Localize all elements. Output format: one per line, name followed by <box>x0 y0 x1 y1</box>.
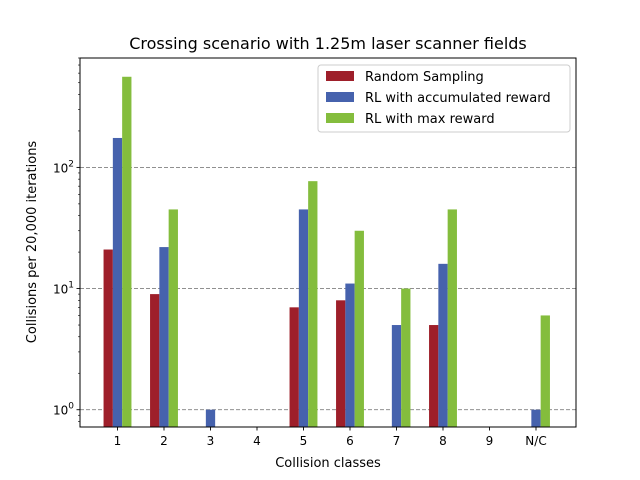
grid <box>80 166 576 411</box>
x-tick-label: 7 <box>393 434 401 448</box>
legend-swatch <box>326 92 354 102</box>
y-tick-label: 100 <box>53 402 74 418</box>
bar <box>345 283 355 427</box>
x-tick-label: 1 <box>114 434 122 448</box>
x-tick-label: 3 <box>207 434 215 448</box>
y-axis-ticks: 100 101 102 <box>53 57 80 422</box>
y-tick-label: 101 <box>53 281 74 297</box>
x-tick-label: 8 <box>439 434 447 448</box>
legend-frame <box>317 64 571 133</box>
bar <box>401 288 411 427</box>
legend: Random Sampling RL with accumulated rewar… <box>317 64 571 133</box>
bar <box>336 300 346 427</box>
x-tick-label: 2 <box>160 434 168 448</box>
legend-swatch <box>326 113 354 123</box>
y-axis-label: Collisions per 20,000 iterations <box>25 141 40 344</box>
bar <box>289 307 299 427</box>
bar <box>531 409 541 427</box>
legend-swatch <box>326 71 354 81</box>
bar <box>168 209 178 427</box>
bar <box>354 230 364 427</box>
plot-frame <box>79 57 577 428</box>
y-tick-label: 102 <box>53 159 74 175</box>
legend-label: RL with max reward <box>365 112 495 127</box>
legend-label: RL with accumulated reward <box>365 91 551 106</box>
bar <box>447 209 457 427</box>
x-tick-label: 6 <box>346 434 354 448</box>
bar <box>540 315 550 427</box>
x-tick-label: 9 <box>486 434 494 448</box>
x-axis-label: Collision classes <box>275 456 381 471</box>
bar <box>391 325 402 427</box>
bar <box>122 76 132 428</box>
bar <box>150 294 160 427</box>
bar <box>103 249 113 427</box>
bar <box>159 247 169 427</box>
chart-title: Crossing scenario with 1.25m laser scann… <box>129 34 527 53</box>
bar <box>429 325 439 427</box>
bar <box>298 209 309 427</box>
x-tick-label: N/C <box>525 434 546 448</box>
bar <box>205 409 216 427</box>
x-tick-label: 4 <box>253 434 261 448</box>
legend-label: Random Sampling <box>365 70 484 85</box>
bars <box>103 76 550 428</box>
bar <box>112 137 123 428</box>
x-tick-label: 5 <box>300 434 308 448</box>
x-axis-ticks: 1 2 3 4 5 6 7 8 9 N/C <box>114 427 547 448</box>
bar <box>438 263 448 427</box>
bar <box>308 181 318 427</box>
